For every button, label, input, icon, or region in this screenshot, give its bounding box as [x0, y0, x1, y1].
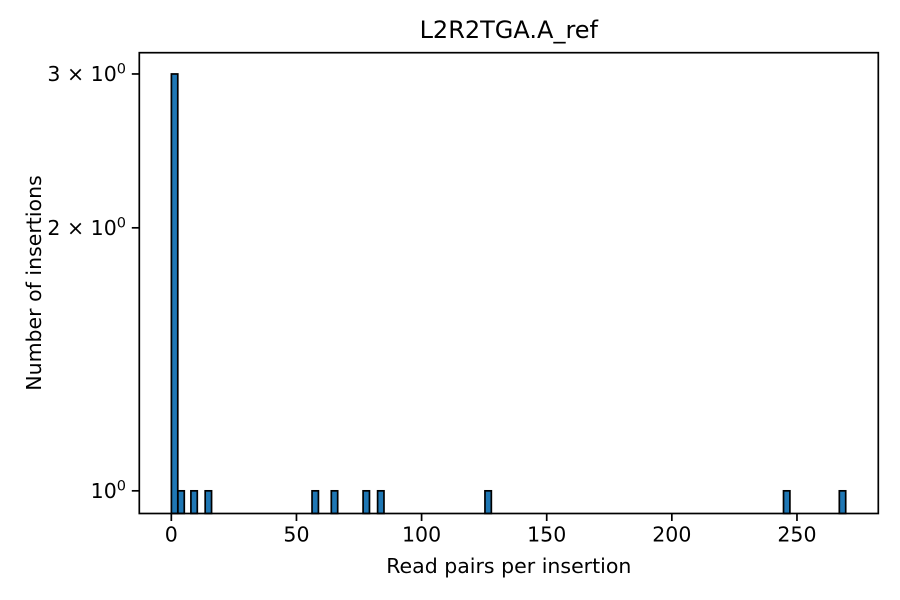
- histogram-bar: [376, 489, 385, 515]
- x-axis-ticks: 0 50 100 150 200 250: [165, 513, 817, 547]
- x-tick-label: 250: [777, 523, 816, 547]
- y-axis-label: Number of insertions: [22, 175, 46, 391]
- x-tick-label: 200: [652, 523, 691, 547]
- x-tick-label: 150: [527, 523, 566, 547]
- chart-title: L2R2TGA.A_ref: [420, 16, 599, 44]
- y-tick-label: 3 × 100: [47, 61, 126, 86]
- histogram-bar: [190, 489, 199, 515]
- histogram-bar: [782, 489, 791, 515]
- x-tick-label: 0: [165, 523, 178, 547]
- y-tick-label: 2 × 100: [47, 215, 126, 240]
- y-tick-label: 100: [91, 478, 126, 503]
- histogram-bar: [838, 489, 847, 515]
- histogram-bars: [170, 73, 847, 515]
- histogram-bar: [484, 489, 493, 515]
- histogram-bar: [362, 489, 371, 515]
- histogram-bar: [177, 489, 186, 515]
- histogram-bar: [330, 489, 339, 515]
- x-tick-label: 100: [402, 523, 441, 547]
- histogram-bar: [170, 73, 179, 515]
- plot-border: [138, 51, 880, 515]
- y-axis-ticks: 100 2 × 100 3 × 100: [47, 61, 140, 503]
- histogram-bar: [311, 489, 320, 515]
- x-axis-label: Read pairs per insertion: [386, 554, 631, 578]
- histogram-bar: [204, 489, 213, 515]
- x-tick-label: 50: [283, 523, 309, 547]
